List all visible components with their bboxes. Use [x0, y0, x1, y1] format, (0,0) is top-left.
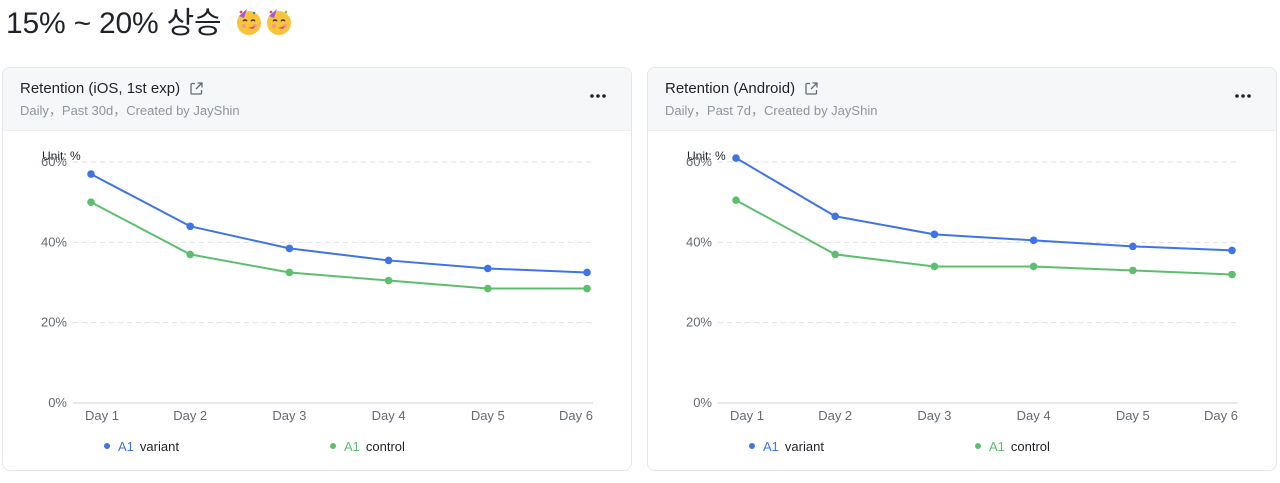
x-tick-label: Day 6	[1204, 408, 1238, 423]
y-tick-label: 40%	[41, 234, 67, 249]
data-point[interactable]	[583, 284, 591, 293]
x-tick-label: Day 2	[173, 408, 207, 423]
data-point[interactable]	[384, 256, 393, 265]
y-tick-label: 0%	[48, 395, 67, 410]
more-options-button[interactable]	[1232, 86, 1254, 106]
more-options-button[interactable]	[587, 86, 609, 106]
legend-marker	[749, 443, 755, 449]
legend-tag: A1	[118, 439, 134, 454]
x-tick-label: Day 3	[917, 408, 951, 423]
legend-marker	[104, 443, 110, 449]
data-point[interactable]	[831, 212, 839, 221]
data-point[interactable]	[87, 198, 95, 207]
legend-name: control	[1010, 439, 1050, 454]
y-tick-label: 0%	[693, 395, 712, 410]
legend-marker	[330, 443, 336, 449]
y-tick-label: 60%	[686, 154, 712, 169]
line-chart: Unit: % 0% 20% 40% 60% Day 1 Day 2 Day 3 Day 4…	[41, 149, 593, 423]
x-tick-label: Day 6	[559, 408, 593, 423]
x-tick-label: Day 4	[372, 408, 406, 423]
legend-marker	[975, 443, 981, 449]
data-point[interactable]	[484, 264, 492, 273]
data-point[interactable]	[285, 244, 294, 253]
x-tick-label: Day 4	[1017, 408, 1051, 423]
x-tick-label: Day 5	[471, 408, 505, 423]
card-title-text[interactable]: Retention (iOS, 1st exp)	[20, 80, 181, 97]
legend-name: variant	[784, 439, 824, 454]
data-point[interactable]	[732, 154, 740, 162]
y-axis-ticks: 0% 20% 40% 60%	[686, 154, 712, 410]
data-point[interactable]	[930, 230, 939, 239]
x-tick-label: Day 3	[272, 408, 306, 423]
more-dots-icon	[1235, 94, 1251, 98]
card-header: Retention (iOS, 1st exp) Daily，Past 30d，…	[3, 68, 631, 131]
card-subtitle: Daily，Past 30d，Created by JayShin	[20, 103, 240, 118]
party-face-icon	[264, 7, 294, 48]
open-external-icon[interactable]	[805, 81, 818, 101]
data-point[interactable]	[384, 276, 393, 285]
data-point[interactable]	[484, 284, 492, 293]
series-lines	[732, 154, 1236, 279]
grid-lines	[73, 161, 593, 404]
x-axis-ticks: Day 1 Day 2 Day 3 Day 4 Day 5 Day 6	[730, 408, 1238, 423]
more-dots-icon	[590, 94, 606, 98]
card-title[interactable]: Retention (Android)	[665, 79, 818, 101]
data-point[interactable]	[87, 170, 95, 178]
card-subtitle: Daily，Past 7d，Created by JayShin	[665, 103, 878, 118]
card-header: Retention (Android) Daily，Past 7d，Create…	[648, 68, 1276, 131]
legend-item-variant[interactable]: A1 variant	[104, 438, 179, 456]
data-point[interactable]	[186, 222, 194, 231]
open-external-icon[interactable]	[190, 81, 203, 101]
data-point[interactable]	[583, 268, 591, 277]
card-title[interactable]: Retention (iOS, 1st exp)	[20, 79, 203, 101]
legend-tag: A1	[344, 439, 360, 454]
y-tick-label: 20%	[41, 315, 67, 330]
series-line	[90, 173, 588, 274]
data-point[interactable]	[930, 262, 939, 271]
unit-label: Unit: %	[687, 149, 726, 163]
data-point[interactable]	[1129, 242, 1137, 251]
y-tick-label: 20%	[686, 315, 712, 330]
series-lines	[87, 170, 591, 293]
data-point[interactable]	[732, 196, 740, 204]
page-headline: 15% ~ 20% 상승	[6, 4, 294, 48]
grid-lines	[718, 161, 1238, 404]
party-face-icon	[234, 7, 264, 48]
x-tick-label: Day 1	[85, 408, 119, 423]
data-point[interactable]	[1228, 246, 1236, 255]
x-axis-ticks: Day 1 Day 2 Day 3 Day 4 Day 5 Day 6	[85, 408, 593, 423]
y-tick-label: 60%	[41, 154, 67, 169]
y-tick-label: 40%	[686, 234, 712, 249]
series-line	[90, 201, 587, 290]
chart-card-ios: Retention (iOS, 1st exp) Daily，Past 30d，…	[2, 67, 632, 471]
x-tick-label: Day 1	[730, 408, 764, 423]
chart-card-android: Retention (Android) Daily，Past 7d，Create…	[647, 67, 1277, 471]
data-point[interactable]	[285, 268, 294, 277]
legend-tag: A1	[763, 439, 779, 454]
legend-item-variant[interactable]: A1 variant	[749, 438, 824, 456]
legend-tag: A1	[989, 439, 1005, 454]
series-line	[735, 199, 1233, 276]
legend-name: control	[365, 439, 405, 454]
data-point[interactable]	[1029, 262, 1038, 271]
x-tick-label: Day 2	[818, 408, 852, 423]
series-line	[735, 157, 1233, 252]
x-tick-label: Day 5	[1116, 408, 1150, 423]
data-point[interactable]	[1228, 270, 1236, 279]
legend-item-control[interactable]: A1 control	[975, 438, 1050, 456]
legend-item-control[interactable]: A1 control	[330, 438, 405, 456]
card-title-text[interactable]: Retention (Android)	[665, 80, 796, 97]
y-axis-ticks: 0% 20% 40% 60%	[41, 154, 67, 410]
data-point[interactable]	[186, 250, 194, 259]
data-point[interactable]	[831, 250, 839, 259]
headline-text: 15% ~ 20% 상승	[6, 7, 222, 40]
data-point[interactable]	[1129, 266, 1137, 275]
unit-label: Unit: %	[42, 149, 81, 163]
data-point[interactable]	[1029, 236, 1038, 245]
line-chart: Unit: % 0% 20% 40% 60% Day 1 Day 2 Day 3 Day 4…	[686, 149, 1238, 423]
legend-name: variant	[139, 439, 179, 454]
